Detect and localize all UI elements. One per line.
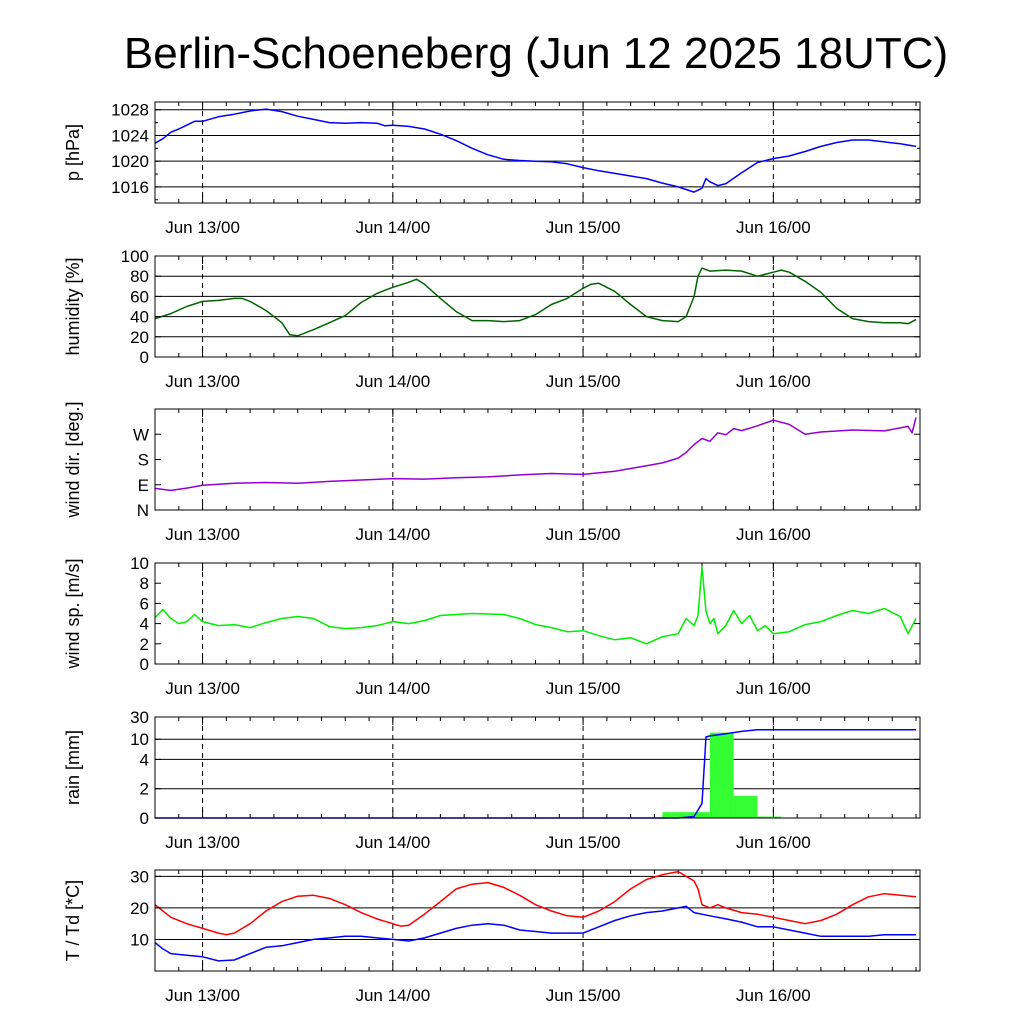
panel-frame (154, 716, 921, 819)
x-tick-label: Jun 13/00 (165, 372, 240, 391)
x-tick-label: Jun 15/00 (546, 218, 621, 237)
y-tick-label: 1020 (111, 152, 149, 171)
y-tick-label: 30 (130, 708, 149, 727)
series-line-temperature (154, 870, 917, 936)
x-tick-label: Jun 14/00 (355, 525, 430, 544)
panel-5: 30 20 10 T / Td [*C] Jun 13/00 Jun 14/00 Jun 1… (63, 867, 921, 1005)
y-tick-label: 0 (140, 655, 149, 674)
x-tick-label: Jun 15/00 (546, 986, 621, 1005)
y-axis-label: T / Td [*C] (63, 880, 83, 961)
y-tick-label: 10 (130, 554, 149, 573)
x-tick-label: Jun 15/00 (546, 372, 621, 391)
x-tick-label: Jun 13/00 (165, 833, 240, 852)
y-tick-label: 0 (140, 348, 149, 367)
y-tick-label: 1028 (111, 101, 149, 120)
rain-bar (733, 796, 758, 818)
y-tick-label: 20 (130, 899, 149, 918)
y-axis-label: wind dir. [deg.] (63, 401, 83, 518)
x-tick-label: Jun 16/00 (736, 833, 811, 852)
panel-frame (154, 255, 921, 358)
y-axis-label: humidity [%] (63, 257, 83, 355)
y-axis-label: rain [mm] (63, 730, 83, 805)
rain-cumulative-line (155, 729, 916, 819)
series-line-dewpoint (154, 905, 916, 962)
rain-bar (662, 812, 687, 818)
panel-frame (154, 562, 921, 665)
panel-frame (154, 101, 921, 204)
panel-4: 30 104 2 0 rain [mm] Jun 13/00 Jun 14/00 Jun 15… (63, 708, 921, 852)
x-tick-label: Jun 14/00 (355, 372, 430, 391)
y-tick-label: S (138, 451, 149, 470)
y-tick-label: N (137, 501, 149, 520)
rain-bar (709, 732, 734, 818)
x-tick-label: Jun 15/00 (546, 833, 621, 852)
x-tick-label: Jun 14/00 (355, 986, 430, 1005)
y-tick-label: 4 (140, 615, 149, 634)
y-tick-label: 30 (130, 867, 149, 886)
y-tick-label: 100 (121, 247, 149, 266)
y-axis-label: wind sp. [m/s] (63, 558, 83, 669)
y-tick-label: 40 (130, 308, 149, 327)
y-tick-label: 6 (140, 594, 149, 613)
rain-bar (757, 816, 782, 818)
x-tick-label: Jun 13/00 (165, 525, 240, 544)
y-tick-label: 4 (140, 750, 149, 769)
series-line-wind_dir (154, 417, 917, 492)
y-tick-label: 10 (130, 730, 149, 749)
y-tick-label: 0 (140, 809, 149, 828)
x-tick-label: Jun 15/00 (546, 679, 621, 698)
y-tick-label: E (138, 476, 149, 495)
y-tick-label: 8 (140, 574, 149, 593)
x-tick-label: Jun 13/00 (165, 218, 240, 237)
y-tick-label: W (133, 425, 149, 444)
y-tick-label: 60 (130, 287, 149, 306)
x-tick-label: Jun 13/00 (165, 986, 240, 1005)
x-tick-label: Jun 16/00 (736, 679, 811, 698)
y-tick-label: 80 (130, 267, 149, 286)
y-tick-label: 2 (140, 780, 149, 799)
x-tick-label: Jun 14/00 (355, 679, 430, 698)
x-tick-label: Jun 16/00 (736, 372, 811, 391)
y-tick-label: 10 (130, 930, 149, 949)
panel-frame (154, 408, 921, 511)
chart-title: Berlin-Schoeneberg (Jun 12 2025 18UTC) (124, 29, 948, 78)
x-tick-label: Jun 14/00 (355, 218, 430, 237)
x-tick-label: Jun 16/00 (736, 218, 811, 237)
rain-bar (686, 812, 710, 818)
series-line-humidity (154, 267, 917, 337)
panel-frame (154, 869, 921, 972)
x-tick-label: Jun 16/00 (736, 986, 811, 1005)
y-tick-label: 2 (140, 635, 149, 654)
x-tick-label: Jun 15/00 (546, 525, 621, 544)
x-tick-label: Jun 13/00 (165, 679, 240, 698)
series-line-pressure (154, 108, 917, 193)
y-tick-label: 20 (130, 328, 149, 347)
series-line-wind_speed (154, 566, 917, 645)
panel-0: 1028 1024 1020 1016 p [hPa] Jun 13/00 Jun 14/0… (63, 101, 921, 237)
y-tick-label: 1024 (111, 126, 149, 145)
y-axis-label: p [hPa] (63, 124, 83, 181)
y-tick-label: 1016 (111, 178, 149, 197)
x-tick-label: Jun 14/00 (355, 833, 430, 852)
x-tick-label: Jun 16/00 (736, 525, 811, 544)
